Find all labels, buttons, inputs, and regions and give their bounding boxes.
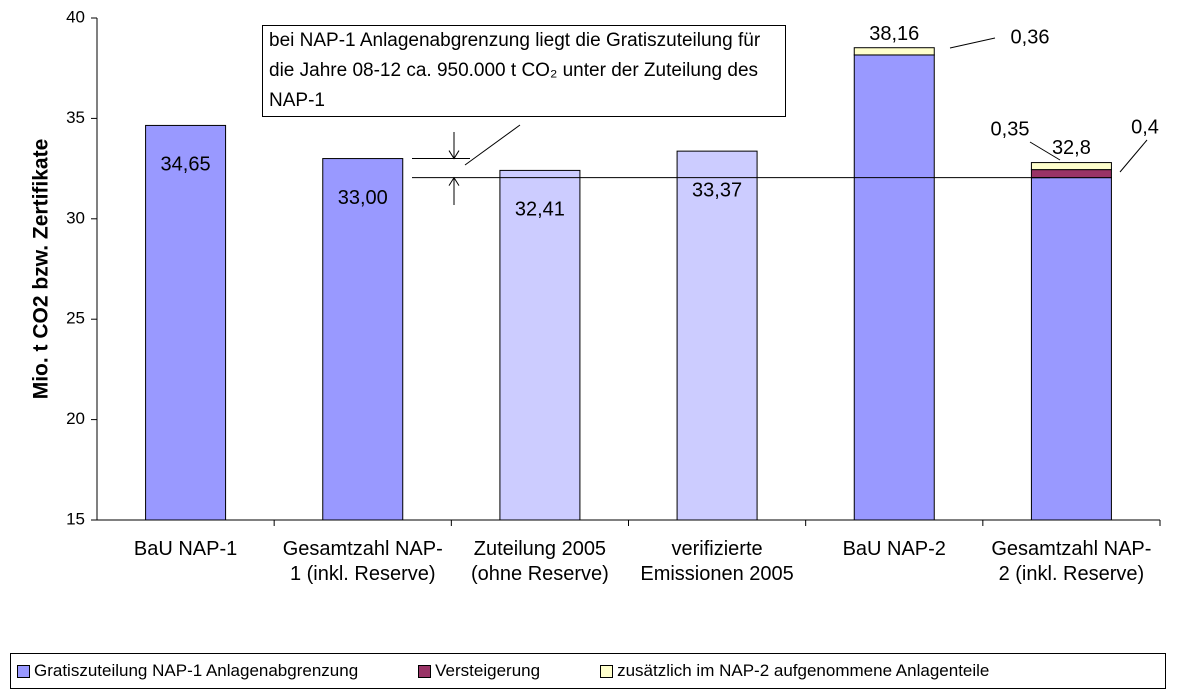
leader-line [1029,141,1061,161]
bar-segment [853,47,935,56]
y-tick-label: 40 [66,7,85,26]
leader-line [464,124,521,166]
y-tick-label: 30 [66,208,85,227]
x-tick-label: Zuteilung 2005 (ohne Reserve) [470,538,609,585]
value-label: 32,41 [515,199,565,221]
bar-segment [322,158,404,521]
annotation: bei NAP-1 Anlagenabgrenzung liegt die Gr… [262,25,786,117]
legend-label: Gratiszuteilung NAP-1 Anlagenabgrenzung [34,661,359,680]
bar-segment [853,54,935,521]
legend-swatch [600,664,614,678]
leader-line [1119,139,1148,173]
leader-line [949,37,996,49]
value-label: 33,00 [338,187,388,209]
value-label: 0,36 [1011,26,1050,48]
bar-segment [1030,162,1112,171]
legend-item: Gratiszuteilung NAP-1 Anlagenabgrenzung [17,661,358,681]
total-label: 32,8 [1052,137,1091,159]
legend-swatch [17,664,30,678]
y-tick-label: 15 [66,509,85,528]
legend-label: zusätzlich im NAP-2 aufgenommene Anlagen… [617,661,990,680]
value-label: 0,35 [991,118,1030,140]
arrow [448,132,460,205]
value-label: 33,37 [692,179,742,201]
y-tick-label: 25 [66,309,85,328]
x-tick-label: verifizierte Emissionen 2005 [640,538,794,585]
y-axis-label: Mio. t CO2 bzw. Zertifikate [30,139,53,400]
x-tick-label: BaU NAP-2 [842,538,946,560]
bar-segment [676,150,758,521]
legend-item: zusätzlich im NAP-2 aufgenommene Anlagen… [600,661,989,681]
bar-segment [499,169,581,521]
x-tick-label: Gesamtzahl NAP-2 (inkl. Reserve) [991,538,1152,585]
bar-segment [1030,169,1112,179]
bar-segment [1030,177,1112,521]
value-label: 0,4 [1131,116,1159,138]
legend-label: Versteigerung [435,661,541,680]
x-tick-label: BaU NAP-1 [133,538,238,560]
value-label: 34,65 [161,154,211,176]
value-label: 38,16 [869,23,919,45]
legend-swatch [418,664,432,678]
y-tick-label: 35 [66,108,85,127]
y-tick-label: 20 [66,409,85,428]
x-tick-label: Gesamtzahl NAP-1 (inkl. Reserve) [282,538,443,585]
legend-item: Versteigerung [418,661,540,681]
legend: Gratiszuteilung NAP-1 Anlagenabgrenzung V… [10,653,1166,689]
bar-segment [145,124,227,521]
